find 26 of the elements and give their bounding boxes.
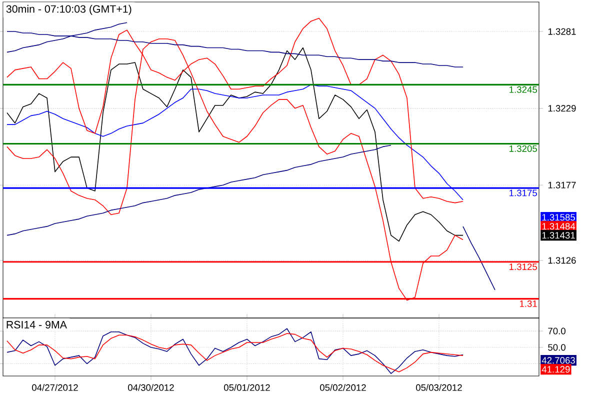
x-tick-label: 05/03/2012 xyxy=(416,384,462,391)
y-tick-label: 1.3126 xyxy=(548,257,576,264)
y-tick-label: 1.3229 xyxy=(548,105,576,112)
y-tick-label: 1.3281 xyxy=(548,28,576,35)
y-tick-label: 50.0 xyxy=(548,344,566,351)
chart-title: 30min - 07:10:03 (GMT+1) xyxy=(6,4,132,15)
ref-line-label: 1.3245 xyxy=(510,86,537,93)
y-tick-label: 1.3177 xyxy=(548,182,576,188)
text: 1.31431 xyxy=(542,232,575,239)
x-tick-label: 04/30/2012 xyxy=(128,384,174,391)
text: 1.31585 xyxy=(542,214,575,221)
ref-line-label: 1.3175 xyxy=(510,190,537,196)
line-series xyxy=(462,226,496,290)
ref-line-label: 1.3125 xyxy=(510,263,537,270)
line-series xyxy=(6,47,464,242)
ref-line-label: 1.3205 xyxy=(510,145,537,152)
line-series xyxy=(6,144,392,236)
x-tick-label: 05/02/2012 xyxy=(320,384,366,391)
text: 41.129 xyxy=(542,366,570,373)
x-tick-label: 05/01/2012 xyxy=(224,384,270,391)
y-tick-label: 70.0 xyxy=(548,328,566,334)
x-tick-label: 04/27/2012 xyxy=(32,384,78,391)
text: 1.31484 xyxy=(542,223,576,230)
text: 42.7063 xyxy=(542,357,575,364)
ref-line-label: 1.31 xyxy=(520,300,537,307)
chart-title: RSI14 - 9MA xyxy=(6,320,67,328)
